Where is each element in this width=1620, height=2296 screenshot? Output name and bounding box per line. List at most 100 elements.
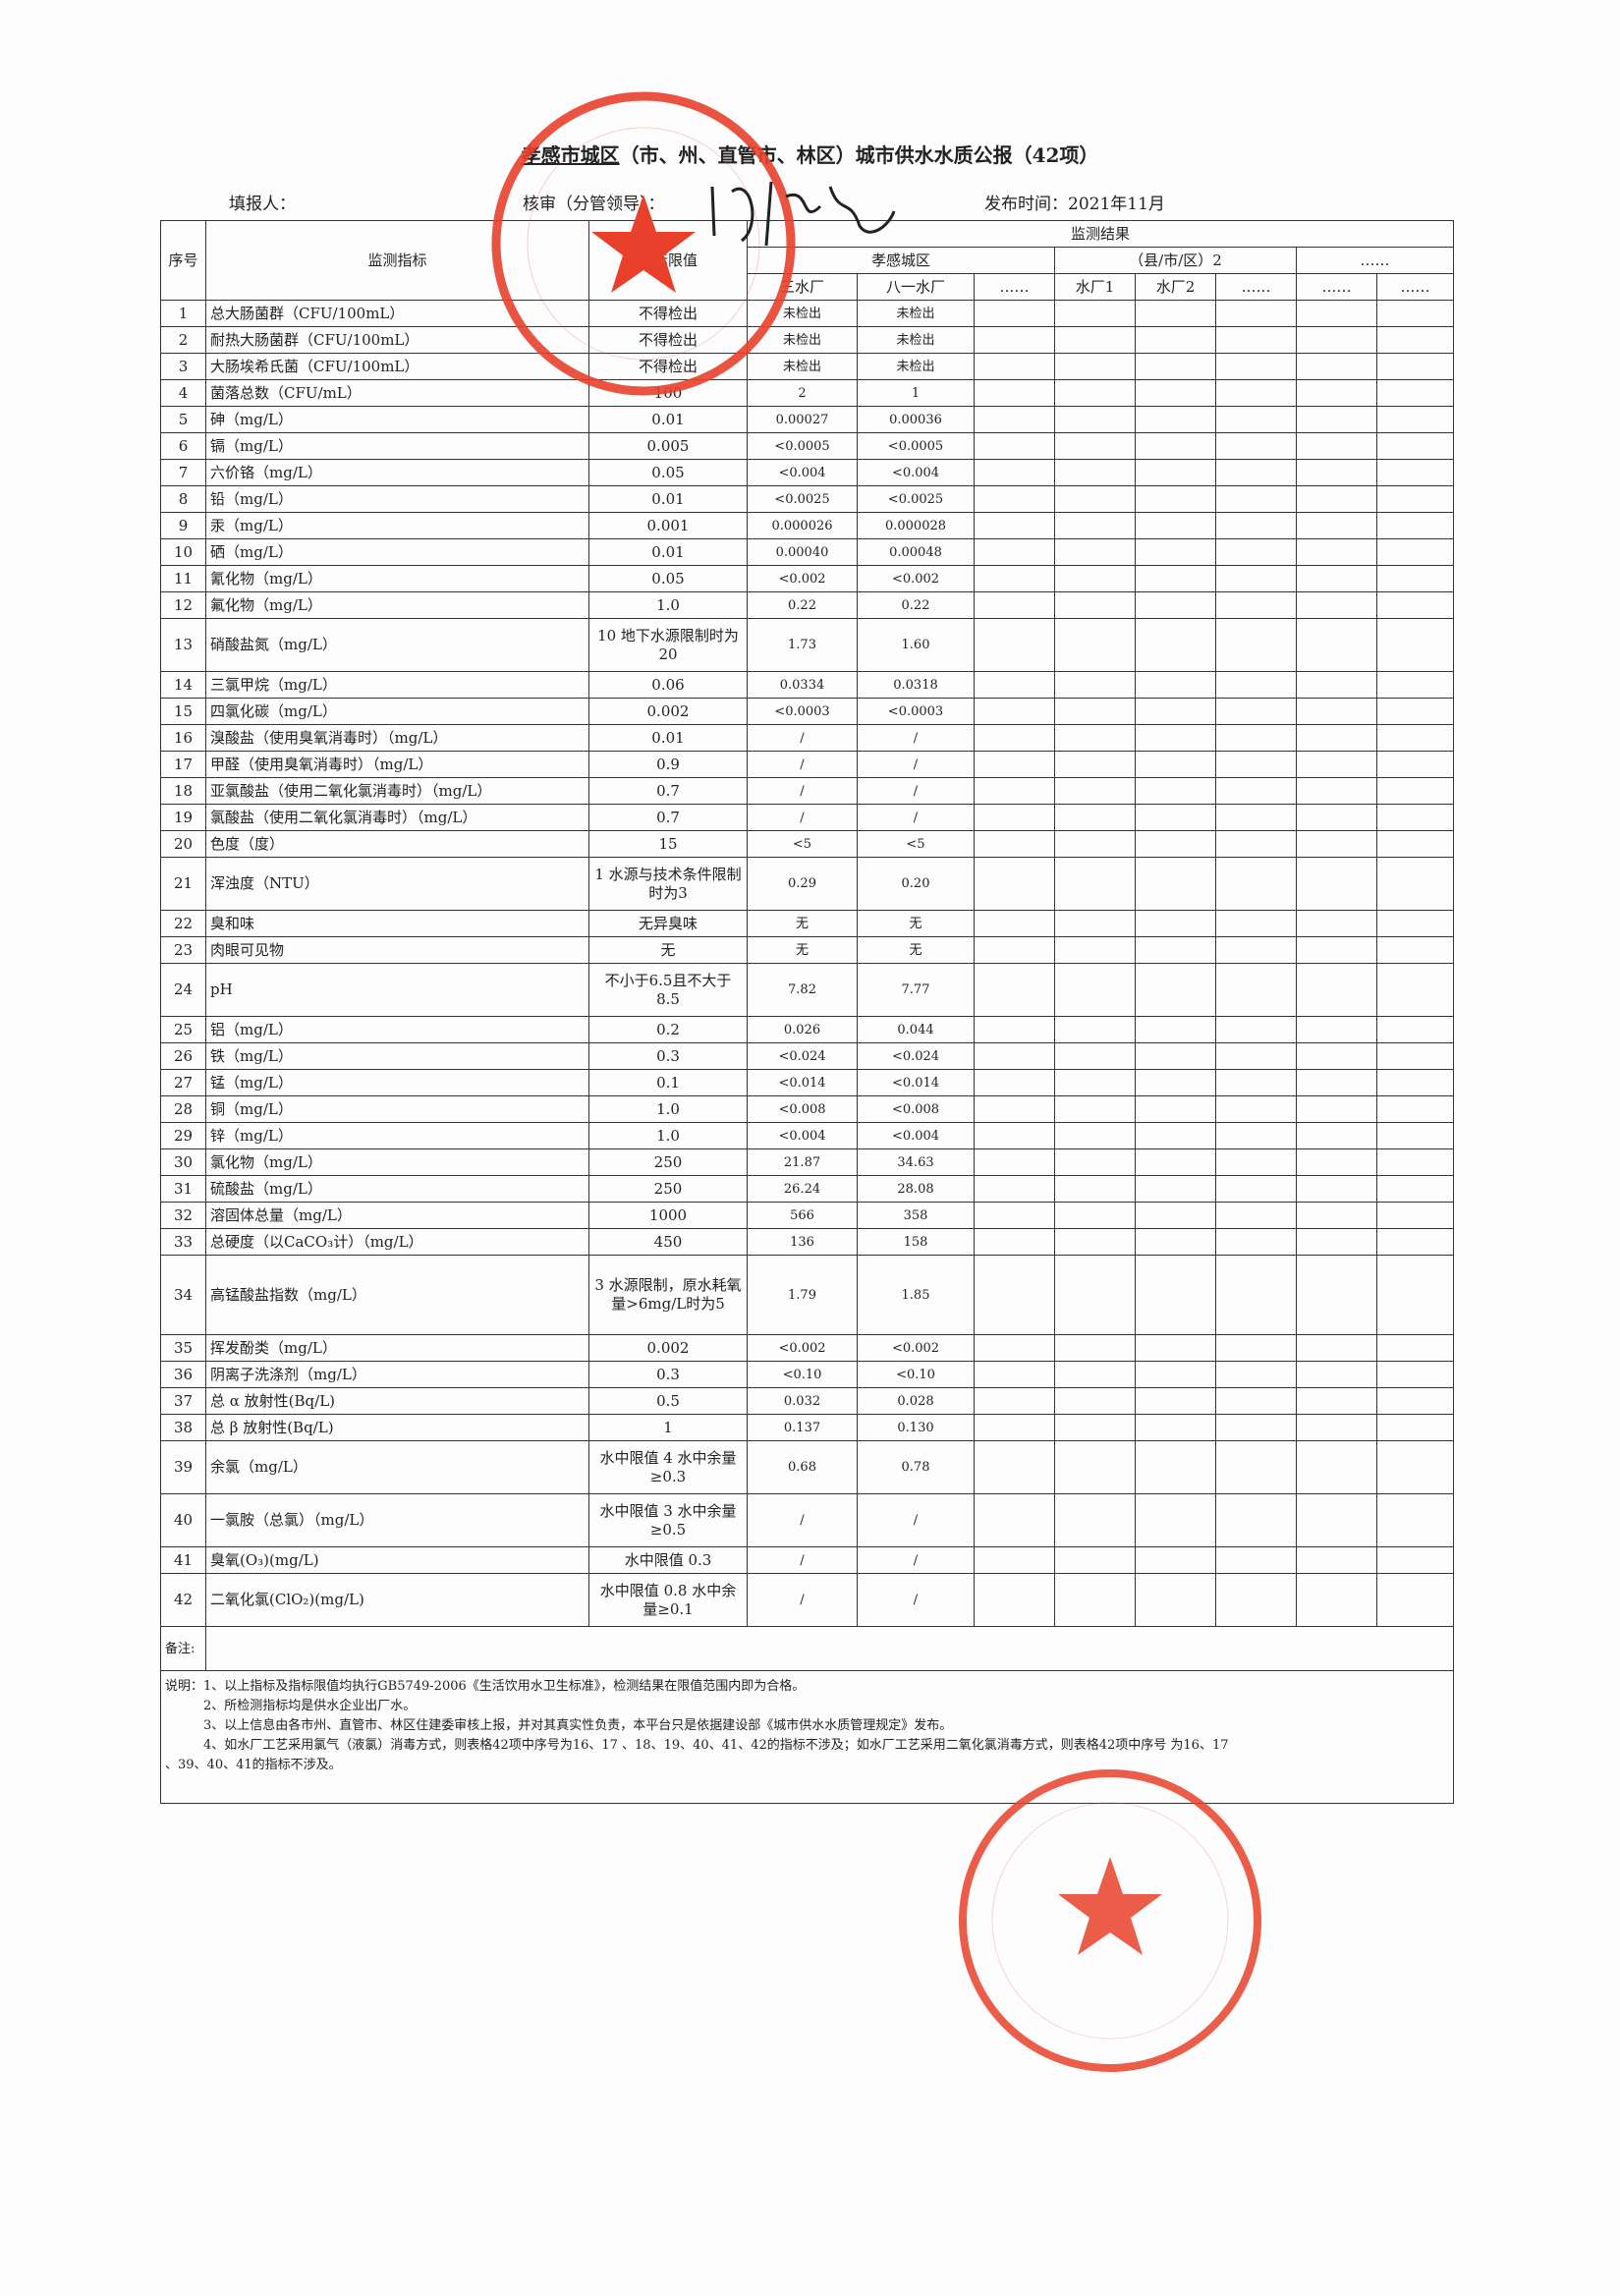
row-value-empty — [1135, 1573, 1216, 1627]
row-value-empty — [1296, 1493, 1377, 1547]
row-value-plant1: 0.22 — [747, 591, 858, 619]
row-limit: 0.001 — [588, 512, 748, 539]
row-value-empty — [1375, 406, 1455, 433]
row-value-empty — [1296, 459, 1377, 486]
filler-label: 填报人： — [229, 195, 296, 214]
row-value-empty — [1375, 326, 1455, 354]
row-value-empty — [1296, 857, 1377, 911]
row-indicator: 铁（mg/L） — [205, 1042, 589, 1070]
row-value-empty — [974, 300, 1055, 327]
row-value-empty — [1296, 432, 1377, 460]
row-indicator: 一氯胺（总氯）（mg/L） — [205, 1493, 589, 1547]
row-value-empty — [1054, 830, 1136, 858]
row-no: 40 — [160, 1493, 206, 1547]
row-value-empty — [1375, 804, 1455, 831]
row-no: 12 — [160, 591, 206, 619]
row-limit: 0.01 — [588, 538, 748, 566]
row-no: 33 — [160, 1228, 206, 1256]
table-row: 6 镉（mg/L） 0.005 <0.0005 <0.0005 — [160, 432, 1455, 460]
row-value-empty — [1054, 671, 1136, 699]
row-value-empty — [1215, 698, 1297, 725]
row-no: 27 — [160, 1069, 206, 1096]
title-rest: （市、州、直管市、林区）城市供水水质公报（42项） — [619, 143, 1099, 167]
row-value-empty — [974, 1414, 1055, 1441]
row-value-plant1: 0.29 — [747, 857, 858, 911]
row-limit: 水中限值 3 水中余量≥0.5 — [588, 1493, 748, 1547]
row-value-empty — [1296, 1573, 1377, 1627]
row-indicator: 锰（mg/L） — [205, 1069, 589, 1096]
row-value-plant2: / — [857, 804, 975, 831]
row-value-plant2: / — [857, 751, 975, 778]
row-value-empty — [974, 1175, 1055, 1203]
row-indicator: 溴酸盐（使用臭氧消毒时）（mg/L） — [205, 724, 589, 752]
row-value-plant1: 7.82 — [747, 963, 858, 1017]
row-value-empty — [974, 751, 1055, 778]
row-value-plant2: 未检出 — [857, 300, 975, 327]
table-row: 14 三氯甲烷（mg/L） 0.06 0.0334 0.0318 — [160, 671, 1455, 699]
row-value-empty — [1296, 1202, 1377, 1229]
plant-col: 三水厂 — [747, 273, 858, 301]
row-value-empty — [1054, 1016, 1136, 1043]
row-no: 10 — [160, 538, 206, 566]
row-no: 1 — [160, 300, 206, 327]
table-row: 36 阴离子洗涤剂（mg/L） 0.3 <0.10 <0.10 — [160, 1361, 1455, 1388]
row-no: 30 — [160, 1148, 206, 1176]
row-limit: 0.002 — [588, 698, 748, 725]
row-value-plant1: <0.0025 — [747, 485, 858, 513]
row-value-empty — [974, 1255, 1055, 1335]
row-no: 6 — [160, 432, 206, 460]
row-value-plant1: 566 — [747, 1202, 858, 1229]
row-value-empty — [1375, 591, 1455, 619]
row-value-plant1: <0.002 — [747, 565, 858, 592]
testing-seal-stamp — [959, 1769, 1261, 2072]
table-row: 26 铁（mg/L） 0.3 <0.024 <0.024 — [160, 1042, 1455, 1070]
row-no: 39 — [160, 1440, 206, 1494]
row-value-empty — [1296, 1175, 1377, 1203]
row-value-empty — [1375, 512, 1455, 539]
row-value-empty — [1135, 1095, 1216, 1123]
row-value-empty — [1054, 353, 1136, 380]
table-row: 39 余氯（mg/L） 水中限值 4 水中余量≥0.3 0.68 0.78 — [160, 1440, 1455, 1494]
row-value-plant1: / — [747, 1573, 858, 1627]
table-row: 11 氰化物（mg/L） 0.05 <0.002 <0.002 — [160, 565, 1455, 592]
row-indicator: 浑浊度（NTU） — [205, 857, 589, 911]
row-value-empty — [1135, 724, 1216, 752]
row-indicator: 高锰酸盐指数（mg/L） — [205, 1255, 589, 1335]
row-limit: 100 — [588, 379, 748, 407]
row-no: 38 — [160, 1414, 206, 1441]
row-value-empty — [1375, 671, 1455, 699]
table-row: 35 挥发酚类（mg/L） 0.002 <0.002 <0.002 — [160, 1334, 1455, 1362]
row-indicator: 铅（mg/L） — [205, 485, 589, 513]
row-value-empty — [1296, 751, 1377, 778]
table-row: 19 氯酸盐（使用二氧化氯消毒时）（mg/L） 0.7// — [160, 804, 1455, 831]
row-limit: 不得检出 — [588, 300, 748, 327]
row-value-empty — [974, 724, 1055, 752]
row-value-empty — [1296, 591, 1377, 619]
row-indicator: 挥发酚类（mg/L） — [205, 1334, 589, 1362]
row-value-plant2: 0.130 — [857, 1414, 975, 1441]
row-value-empty — [1296, 1334, 1377, 1362]
row-value-empty — [1375, 857, 1455, 911]
row-value-plant2: <0.002 — [857, 565, 975, 592]
row-value-empty — [1215, 936, 1297, 964]
row-value-empty — [1135, 1148, 1216, 1176]
table-row: 30 氯化物（mg/L） 250 21.87 34.63 — [160, 1148, 1455, 1176]
row-value-plant2: 358 — [857, 1202, 975, 1229]
row-limit: 0.7 — [588, 804, 748, 831]
row-value-plant1: 0.026 — [747, 1016, 858, 1043]
row-value-empty — [1054, 857, 1136, 911]
row-value-empty — [1296, 1228, 1377, 1256]
row-value-empty — [1215, 910, 1297, 937]
row-value-empty — [1135, 1387, 1216, 1415]
row-value-plant1: <0.0005 — [747, 432, 858, 460]
row-value-plant2: 0.028 — [857, 1387, 975, 1415]
row-indicator: 氰化物（mg/L） — [205, 565, 589, 592]
row-value-empty — [1215, 1361, 1297, 1388]
row-value-empty — [1135, 1493, 1216, 1547]
row-value-plant1: 未检出 — [747, 300, 858, 327]
row-value-plant1: 0.00040 — [747, 538, 858, 566]
row-value-plant1: <0.004 — [747, 459, 858, 486]
row-value-plant1: 未检出 — [747, 353, 858, 380]
row-indicator: 耐热大肠菌群（CFU/100mL） — [205, 326, 589, 354]
row-value-empty — [1296, 1255, 1377, 1335]
